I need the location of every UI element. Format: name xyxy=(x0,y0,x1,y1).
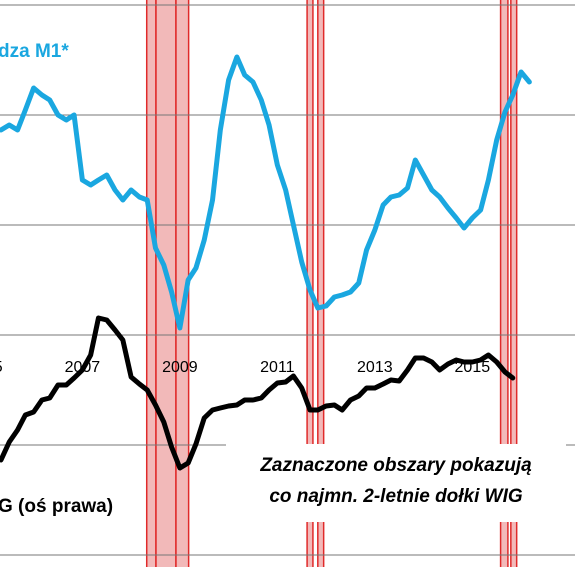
highlight-period xyxy=(317,0,324,567)
series-label: dza M1* xyxy=(0,41,69,62)
x-tick-label: 2009 xyxy=(162,359,198,376)
series-line xyxy=(0,315,516,471)
highlight-period xyxy=(155,0,176,567)
line-layer: 200520072009201120132015 xyxy=(0,54,532,471)
annotation: co najmn. 2-letnie dołki WIG xyxy=(269,486,523,507)
x-tick-label: 2005 xyxy=(0,359,3,376)
annotation: Zaznaczone obszary pokazują xyxy=(259,455,532,476)
highlight-period xyxy=(500,0,508,567)
x-tick-label: 2013 xyxy=(357,359,393,376)
annotation-box xyxy=(226,444,566,522)
highlight-period xyxy=(146,0,156,567)
x-tick-label: 2011 xyxy=(260,359,295,376)
highlight-period xyxy=(510,0,517,567)
series-label: G (oś prawa) xyxy=(0,496,113,517)
series-line xyxy=(0,54,532,331)
highlight-period xyxy=(175,0,189,567)
